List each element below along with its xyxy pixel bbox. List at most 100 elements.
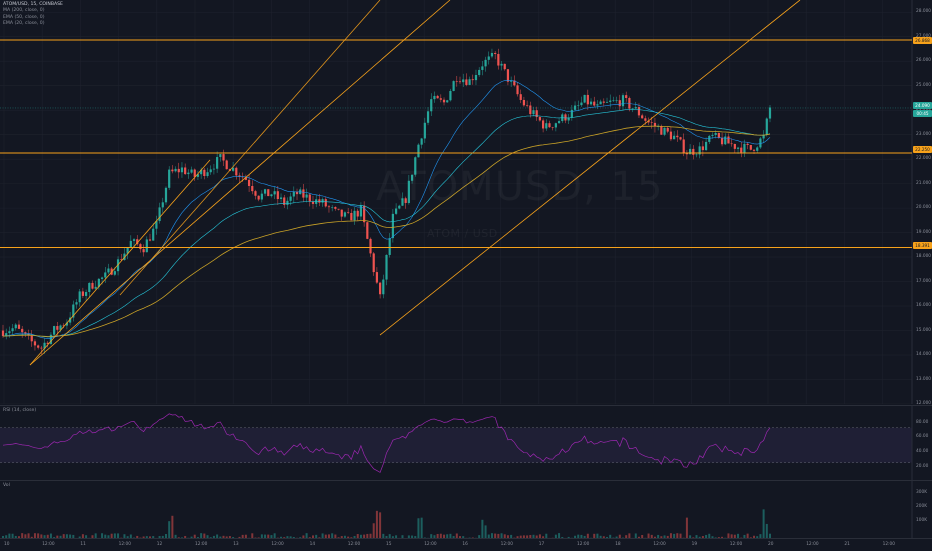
candle-body (615, 100, 618, 101)
candle-body (225, 160, 228, 170)
volume-pane[interactable]: Vol 300K 200K 100K (0, 480, 932, 539)
volume-legend[interactable]: Vol (3, 483, 10, 488)
candle-body (407, 180, 410, 203)
candle-body (625, 95, 628, 99)
candle-body (37, 345, 40, 348)
volume-bar (695, 535, 698, 539)
volume-bar (673, 533, 676, 539)
time-tick: 14 (309, 542, 316, 547)
candle-body (404, 198, 407, 203)
time-tick: 12:00 (271, 542, 284, 547)
candle-body (759, 138, 762, 148)
time-tick: 12:00 (806, 542, 819, 547)
indicator-legend-ma200[interactable]: MA (200, close, 0) (3, 8, 45, 14)
candle-body (474, 74, 478, 81)
volume-bar (727, 533, 730, 539)
volume-bar (756, 536, 759, 539)
symbol-legend[interactable]: ATOM/USD, 15, COINBASE (3, 2, 63, 7)
volume-bar (609, 534, 612, 539)
candle-body (132, 239, 136, 241)
price-chart-pane[interactable]: ATOMUSD, 15 ATOM / USD ATOM/USD, 15, COI… (0, 0, 932, 406)
volume-bar (311, 535, 314, 539)
volume-bar (439, 533, 442, 539)
time-tick: 12:00 (118, 542, 131, 547)
indicator-legend-ema20[interactable]: EMA (20, close, 0) (3, 20, 45, 26)
candle-body (506, 69, 510, 82)
candle-body (375, 272, 379, 283)
volume-bar (62, 534, 65, 539)
candle-body (21, 328, 24, 333)
price-tick: 20.000 (916, 205, 932, 211)
volume-bar (653, 536, 656, 539)
volume-bar (433, 535, 436, 539)
candle-body (526, 105, 529, 106)
volume-bar (37, 533, 40, 539)
volume-bar (481, 519, 484, 539)
volume-bar (730, 534, 733, 539)
candle-body (689, 148, 692, 155)
candle-body (308, 194, 311, 202)
candle-body (113, 271, 116, 275)
price-tick: 15.000 (916, 327, 932, 333)
candle-body (701, 146, 704, 151)
rsi-canvas[interactable] (0, 406, 932, 480)
volume-bar (280, 536, 283, 539)
candle-body (59, 325, 62, 330)
time-axis[interactable]: 10 12:00 11 12:00 12 12:00 13 12:00 14 12:00 15 12:… (0, 538, 932, 551)
candle-body (756, 147, 759, 151)
candle-body (65, 322, 69, 326)
volume-bar (315, 534, 318, 539)
candle-body (17, 324, 21, 329)
volume-bar (634, 533, 637, 539)
volume-bar (33, 533, 36, 539)
volume-bar (372, 523, 375, 539)
volume-bar (363, 534, 366, 539)
symbol-watermark-sub: ATOM / USD (427, 227, 498, 240)
volume-bar (743, 534, 746, 539)
volume-bar (27, 533, 30, 539)
candle-body (529, 105, 532, 115)
volume-bar (602, 536, 605, 539)
price-chart-canvas[interactable] (0, 0, 932, 404)
candle-body (123, 253, 126, 260)
time-tick: 12:00 (42, 542, 55, 547)
candle-body (331, 207, 334, 208)
candle-body (564, 114, 567, 121)
candle-body (33, 341, 37, 346)
volume-canvas[interactable] (0, 481, 932, 539)
candle-body (612, 100, 615, 101)
volume-bar (733, 534, 736, 539)
volume-bar (104, 534, 107, 539)
volume-bar (685, 517, 688, 539)
volume-bar (494, 533, 497, 539)
volume-bar (558, 533, 561, 539)
volume-bar (168, 521, 171, 539)
candle-body (206, 172, 209, 177)
volume-bar (746, 533, 749, 539)
volume-bar (206, 535, 209, 539)
candle-body (519, 94, 522, 100)
volume-bar (158, 536, 161, 539)
price-tick: 22.000 (916, 156, 932, 162)
candle-body (177, 168, 180, 173)
candle-body (398, 205, 401, 209)
rsi-legend[interactable]: RSI (14, close) (3, 408, 37, 413)
volume-bar (388, 534, 391, 539)
candle-body (152, 228, 155, 241)
volume-bar (260, 534, 263, 539)
trendline-lower-a (29, 159, 211, 366)
volume-bar (529, 535, 532, 539)
volume-bar (101, 533, 104, 539)
rsi-pane[interactable]: RSI (14, close) 80.00 60.00 40.00 20.00 (0, 405, 932, 480)
candle-body (100, 277, 104, 279)
time-tick: 18 (615, 542, 621, 547)
time-tick: 15 (386, 542, 392, 547)
candle-body (302, 189, 305, 198)
volume-bar (411, 535, 414, 539)
indicator-legend-ema50[interactable]: EMA (50, close, 0) (3, 14, 45, 20)
candle-body (580, 102, 583, 106)
candle-body (673, 135, 676, 140)
volume-bar (72, 534, 75, 539)
price-tick: 18.000 (916, 254, 932, 260)
volume-tick: 300K (916, 490, 928, 495)
